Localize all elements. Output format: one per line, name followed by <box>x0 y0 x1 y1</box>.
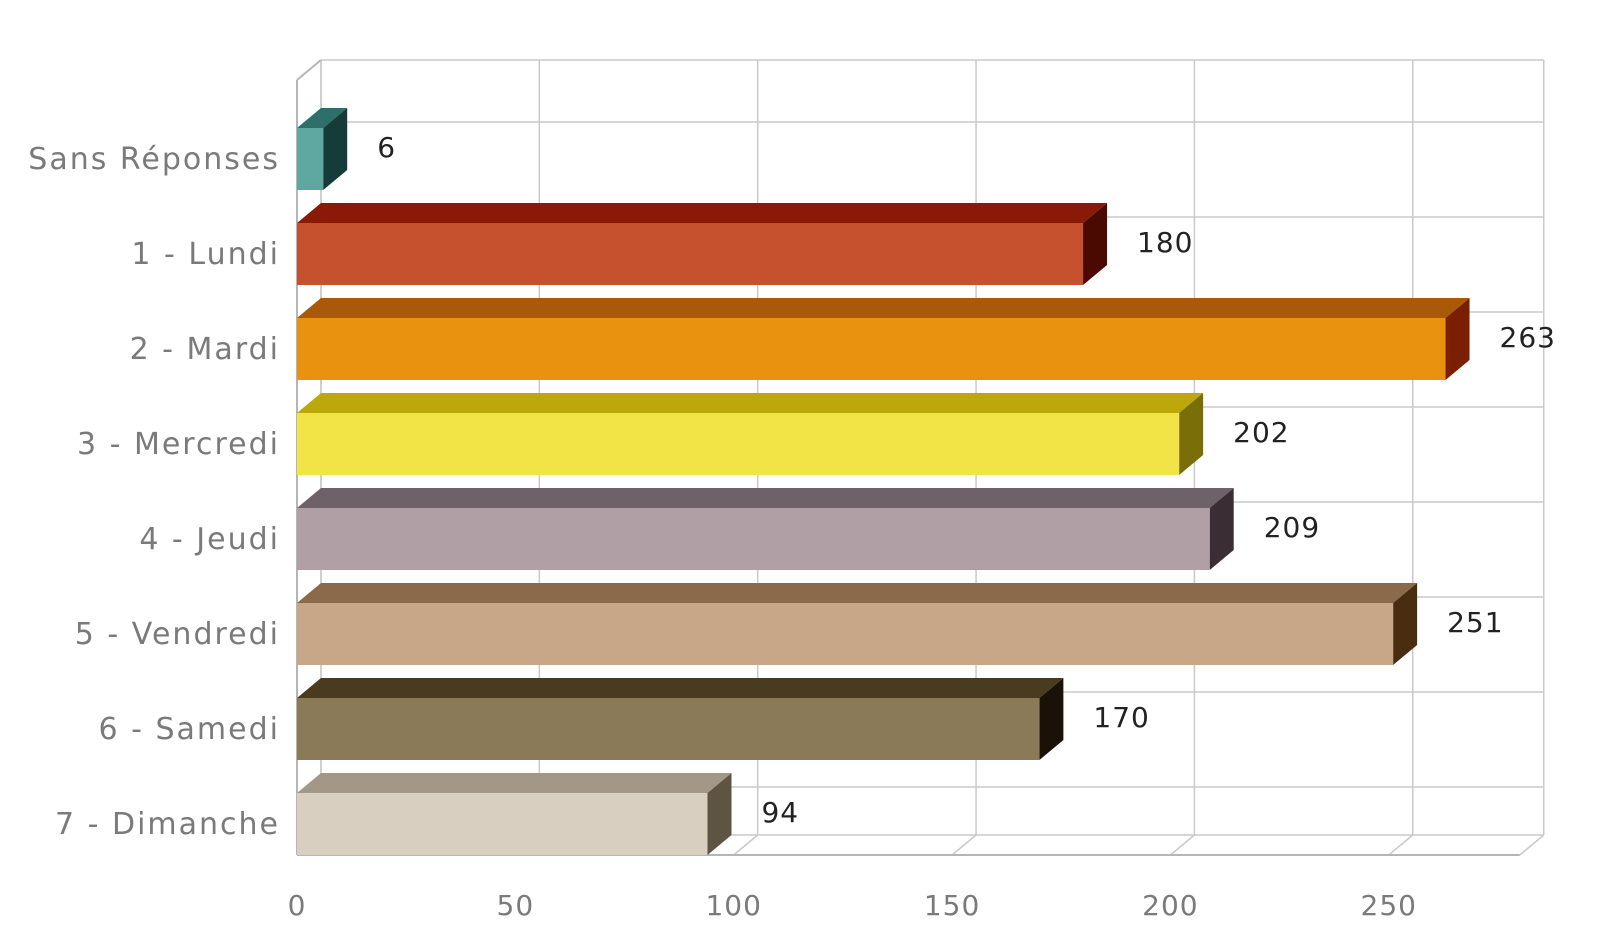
x-tick-label: 200 <box>1142 889 1198 922</box>
bar-side-face <box>1393 583 1418 665</box>
x-tick-label: 0 <box>288 889 307 922</box>
bar-front-face <box>297 698 1040 760</box>
bar-side-face <box>1179 393 1204 475</box>
category-label: 1 - Lundi <box>131 237 280 272</box>
category-label: 5 - Vendredi <box>75 617 280 652</box>
bar-front-face <box>297 413 1180 475</box>
x-tick-label: 100 <box>705 889 761 922</box>
bar <box>297 583 1418 665</box>
category-label: 6 - Samedi <box>99 712 280 747</box>
bar-top-face <box>297 773 732 793</box>
bar <box>297 298 1470 380</box>
bar-top-face <box>297 488 1234 508</box>
bar-side-face <box>1445 298 1470 380</box>
bar-side-face <box>707 773 732 855</box>
bar-top-face <box>297 108 348 128</box>
data-label: 209 <box>1264 511 1320 544</box>
category-label: 7 - Dimanche <box>55 807 280 842</box>
bar-top-face <box>297 583 1418 603</box>
bar-front-face <box>297 128 324 190</box>
category-label: 2 - Mardi <box>130 332 280 367</box>
labels-layer: 0 50 100 150 200 250 Sans Réponses 6 1 - Lundi 18… <box>28 131 1556 922</box>
bar <box>297 393 1204 475</box>
category-label: 3 - Mercredi <box>77 427 280 462</box>
bar-side-face <box>1039 678 1064 760</box>
bar-front-face <box>297 508 1210 570</box>
bar-side-face <box>1209 488 1234 570</box>
floor-diagonal <box>1519 834 1545 856</box>
floor-diagonal <box>733 834 759 856</box>
data-label: 263 <box>1500 321 1556 354</box>
bar-front-face <box>297 223 1084 285</box>
bar-front-face <box>297 793 708 855</box>
bar-top-face <box>297 678 1064 698</box>
x-tick-label: 250 <box>1361 889 1417 922</box>
x-tick-label: 50 <box>497 889 535 922</box>
bar-top-face <box>297 203 1108 223</box>
data-label: 170 <box>1093 701 1149 734</box>
floor-diagonal <box>951 834 977 856</box>
bar <box>297 108 348 190</box>
category-label: 4 - Jeudi <box>139 522 280 557</box>
data-label: 94 <box>761 796 799 829</box>
x-tick-label: 150 <box>924 889 980 922</box>
bar-front-face <box>297 603 1394 665</box>
floor-diagonal <box>1388 834 1414 856</box>
floor-diagonal <box>1169 834 1195 856</box>
data-label: 251 <box>1447 606 1503 639</box>
bar-side-face <box>323 108 348 190</box>
data-label: 202 <box>1233 416 1289 449</box>
bar-side-face <box>1083 203 1108 285</box>
data-label: 6 <box>377 131 396 164</box>
bar <box>297 488 1234 570</box>
bar-front-face <box>297 318 1446 380</box>
category-label: Sans Réponses <box>28 142 280 177</box>
bar-top-face <box>297 298 1470 318</box>
bar <box>297 678 1064 760</box>
data-label: 180 <box>1137 226 1193 259</box>
bar <box>297 773 732 855</box>
bar <box>297 203 1108 285</box>
bar-top-face <box>297 393 1204 413</box>
bars-layer <box>297 108 1470 855</box>
y-axis-depth <box>296 59 322 81</box>
